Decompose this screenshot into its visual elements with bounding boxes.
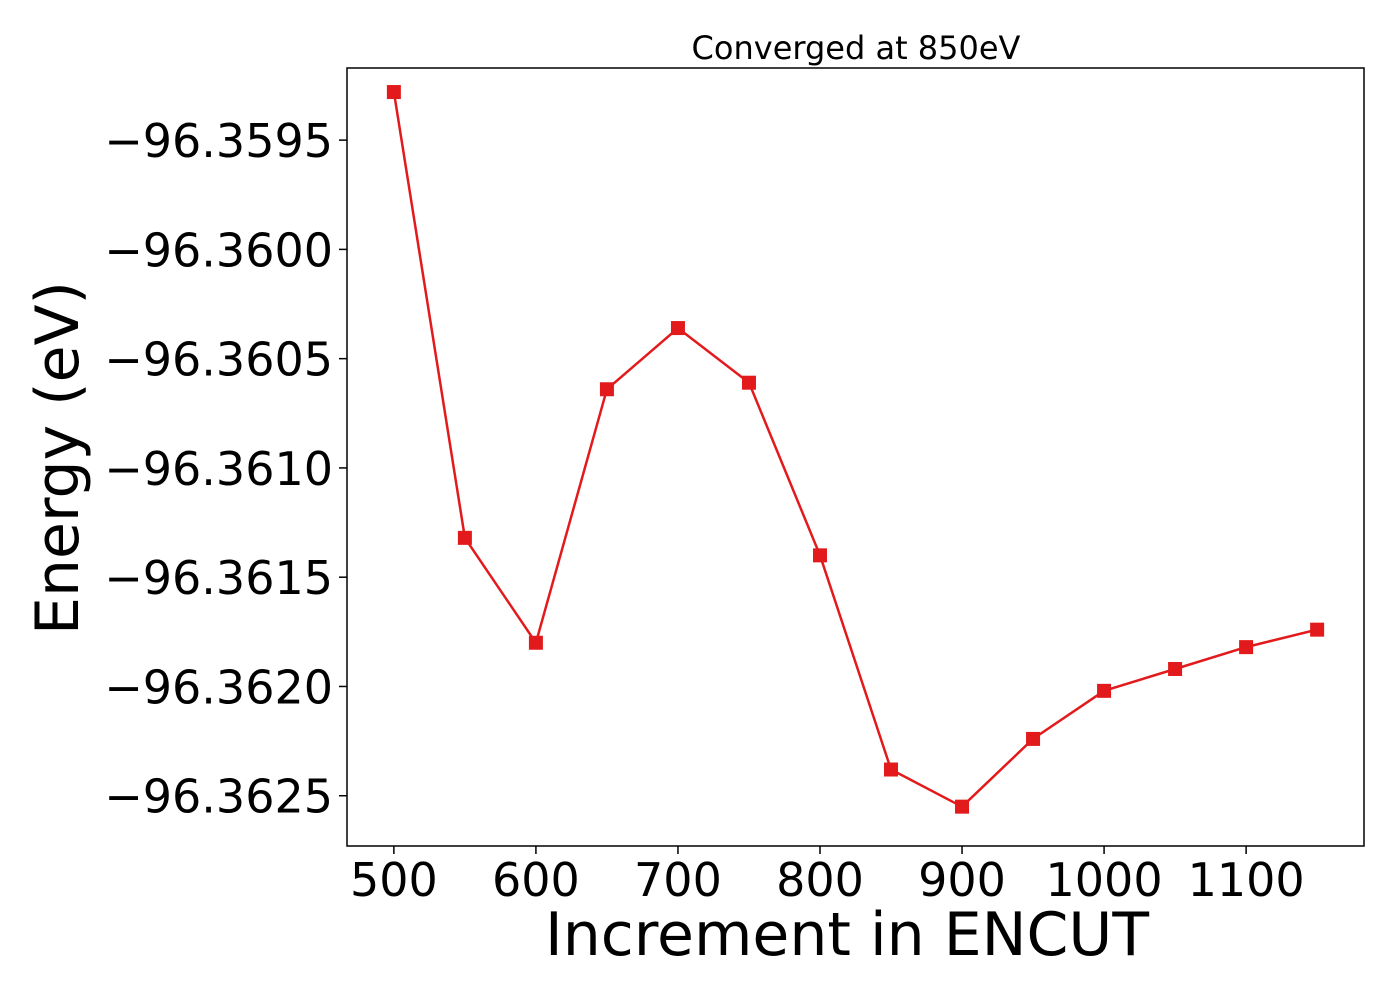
series-layer bbox=[386, 85, 1325, 814]
chart-title: Converged at 850eV bbox=[692, 29, 1021, 67]
data-point-marker bbox=[1168, 661, 1183, 676]
y-tick-label: −96.3605 bbox=[104, 333, 333, 387]
data-point-marker bbox=[1097, 683, 1112, 698]
x-tick-label: 700 bbox=[634, 853, 722, 907]
y-tick-label: −96.3610 bbox=[104, 442, 333, 496]
x-tick-label: 1000 bbox=[1046, 853, 1163, 907]
x-tick-label: 600 bbox=[492, 853, 580, 907]
data-point-marker bbox=[386, 85, 401, 100]
data-point-marker bbox=[1026, 731, 1041, 746]
data-point-marker bbox=[599, 382, 614, 397]
y-axis-title: Energy (eV) bbox=[23, 281, 93, 635]
x-tick-label: 800 bbox=[776, 853, 864, 907]
data-point-marker bbox=[884, 762, 899, 777]
x-tick-label: 500 bbox=[350, 853, 438, 907]
x-tick-label: 1100 bbox=[1188, 853, 1305, 907]
data-point-marker bbox=[457, 530, 472, 545]
plot-area-frame bbox=[346, 67, 1365, 847]
series-line bbox=[392, 91, 1318, 808]
y-tick-label: −96.3600 bbox=[104, 223, 333, 277]
y-tick-label: −96.3615 bbox=[104, 551, 333, 605]
data-point-marker bbox=[812, 548, 827, 563]
y-tick-label: −96.3625 bbox=[104, 770, 333, 824]
x-axis-ticks: 500 600 700 800 900 1000 1100 bbox=[350, 846, 1305, 907]
data-point-marker bbox=[528, 635, 543, 650]
data-point-marker bbox=[1239, 640, 1254, 655]
x-tick-label: 900 bbox=[918, 853, 1006, 907]
x-axis-title: Increment in ENCUT bbox=[545, 900, 1149, 970]
y-tick-label: −96.3620 bbox=[104, 660, 333, 714]
data-point-marker bbox=[955, 799, 970, 814]
data-point-marker bbox=[670, 321, 685, 336]
data-point-marker bbox=[1310, 622, 1325, 637]
y-axis-ticks: −96.3595 −96.3600 −96.3605 −96.3610 −96.3615… bbox=[104, 114, 347, 824]
y-tick-label: −96.3595 bbox=[104, 114, 333, 168]
data-point-marker bbox=[741, 375, 756, 390]
